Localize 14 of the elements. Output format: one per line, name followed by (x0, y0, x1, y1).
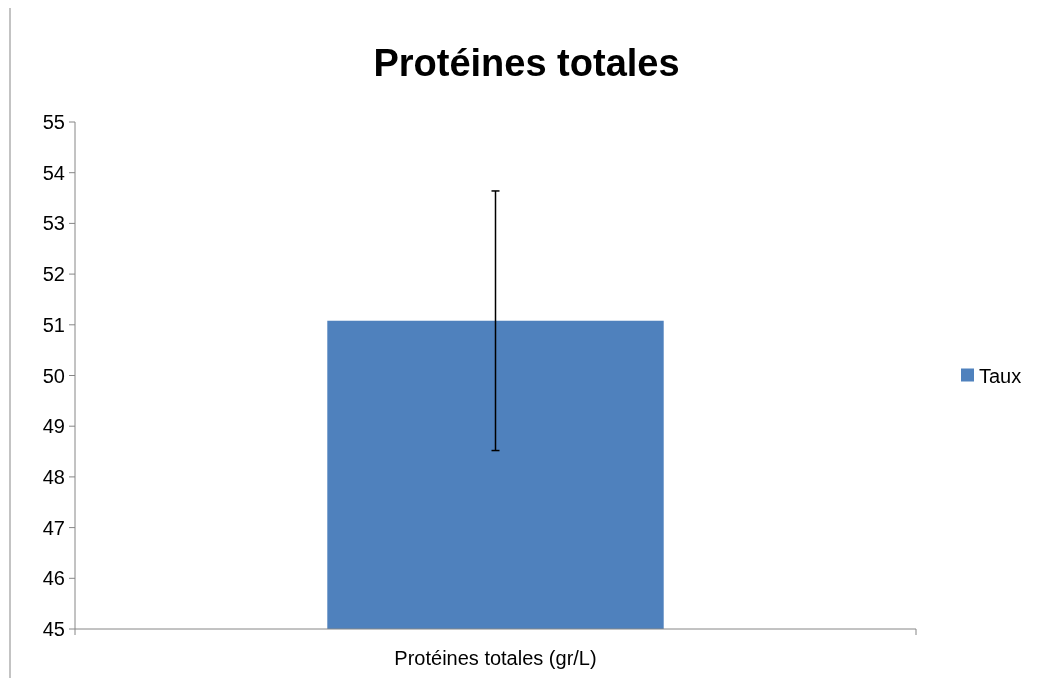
y-tick-label: 52 (42, 263, 65, 286)
y-tick-label: 50 (42, 364, 65, 387)
y-tick-label: 51 (42, 313, 65, 336)
chart-title: Protéines totales (373, 42, 680, 84)
y-tick-label: 48 (42, 465, 65, 488)
y-tick-label: 47 (42, 516, 65, 539)
y-tick-label: 45 (42, 618, 65, 640)
y-tick-label: 49 (42, 415, 65, 438)
y-tick-label: 55 (42, 111, 65, 133)
y-tick-label: 54 (42, 161, 65, 184)
y-tick-label: 46 (42, 567, 65, 590)
y-tick-label: 53 (42, 212, 65, 235)
x-tick-label: Protéines totales (gr/L) (394, 647, 597, 669)
legend-label: Taux (979, 364, 1022, 387)
